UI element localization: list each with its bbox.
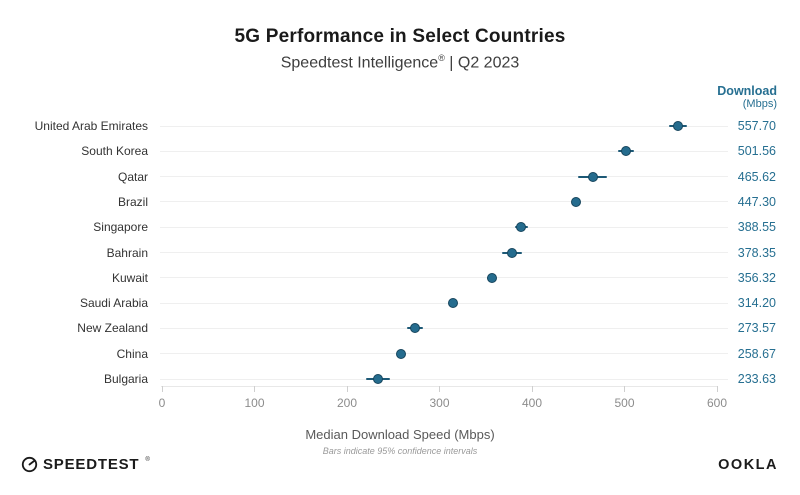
- data-point: [486, 272, 497, 283]
- value-label: 258.67: [737, 346, 776, 361]
- row-gridline: [160, 125, 728, 127]
- axis-tick-label: 100: [244, 396, 265, 410]
- row-gridline: [160, 150, 728, 152]
- row-gridline: [160, 277, 728, 279]
- ookla-wordmark: OOKLA: [718, 457, 778, 473]
- data-point: [373, 374, 384, 384]
- speedtest-wordmark: SPEEDTEST: [43, 456, 140, 473]
- axis-tick-label: 300: [429, 396, 450, 410]
- row-gridline: [160, 226, 728, 228]
- data-point: [620, 146, 631, 157]
- data-point: [570, 196, 581, 207]
- registered-mark: ®: [438, 53, 445, 63]
- country-label: Singapore: [93, 220, 148, 235]
- axis-tick-label: 200: [336, 396, 358, 410]
- country-label: Bahrain: [106, 245, 148, 260]
- axis-tick: [346, 386, 348, 392]
- row-gridline: [160, 353, 728, 355]
- row-gridline: [160, 378, 728, 380]
- speedtest-registered-mark: ®: [145, 457, 150, 463]
- axis-tick-label: 600: [706, 396, 728, 410]
- country-label: Saudi Arabia: [79, 296, 148, 311]
- value-label: 501.56: [737, 144, 776, 159]
- ookla-logo: OOKLA: [718, 457, 778, 473]
- axis-tick-label: 500: [614, 396, 635, 410]
- data-point: [587, 171, 598, 182]
- country-label: Qatar: [117, 169, 148, 184]
- download-column-header: Download (Mbps): [717, 84, 777, 111]
- axis-tick: [161, 386, 163, 392]
- row-gridline: [160, 201, 728, 203]
- data-point: [396, 348, 407, 359]
- chart-title: 5G Performance in Select Countries: [234, 26, 566, 47]
- axis-tick: [716, 386, 718, 392]
- country-label: Kuwait: [111, 270, 148, 285]
- axis-tick: [531, 386, 533, 392]
- download-column-unit: (Mbps): [742, 98, 777, 110]
- download-column-title: Download: [717, 84, 777, 98]
- axis-tick-label: 400: [521, 396, 543, 410]
- data-point: [506, 247, 517, 258]
- subtitle-brand: Speedtest Intelligence: [280, 54, 439, 72]
- value-label: 388.55: [737, 220, 776, 235]
- country-label: New Zealand: [77, 321, 148, 336]
- value-label: 356.32: [737, 270, 776, 285]
- axis-tick: [439, 386, 440, 392]
- axis-tick-label: 0: [158, 396, 166, 410]
- speedtest-logo: SPEEDTEST ®: [21, 456, 150, 473]
- country-label: United Arab Emirates: [34, 119, 148, 133]
- axis-tick: [624, 386, 625, 392]
- country-label: Bulgaria: [103, 372, 148, 386]
- subtitle-period: | Q2 2023: [444, 54, 520, 72]
- data-point: [516, 222, 527, 233]
- row-gridline: [160, 302, 728, 304]
- value-label: 273.57: [737, 321, 776, 336]
- chart-subtitle: Speedtest Intelligence® | Q2 2023: [0, 53, 800, 72]
- value-label: 557.70: [737, 119, 776, 133]
- value-label: 314.20: [737, 296, 776, 311]
- value-label: 233.63: [737, 372, 776, 386]
- ci-caption: Bars indicate 95% confidence intervals: [322, 446, 478, 456]
- row-gridline: [160, 176, 728, 178]
- country-label: China: [116, 346, 148, 361]
- data-point: [447, 298, 458, 309]
- value-label: 465.62: [737, 169, 776, 184]
- country-label: South Korea: [81, 144, 148, 159]
- speedtest-gauge-icon: [21, 456, 38, 473]
- country-label: Brazil: [117, 194, 148, 209]
- value-label: 378.35: [737, 245, 776, 260]
- axis-tick: [254, 386, 255, 392]
- x-axis-label: Median Download Speed (Mbps): [305, 427, 495, 442]
- row-gridline: [160, 252, 728, 253]
- data-point: [410, 323, 421, 334]
- row-gridline: [160, 327, 728, 329]
- data-point: [672, 121, 683, 131]
- value-label: 447.30: [737, 194, 776, 209]
